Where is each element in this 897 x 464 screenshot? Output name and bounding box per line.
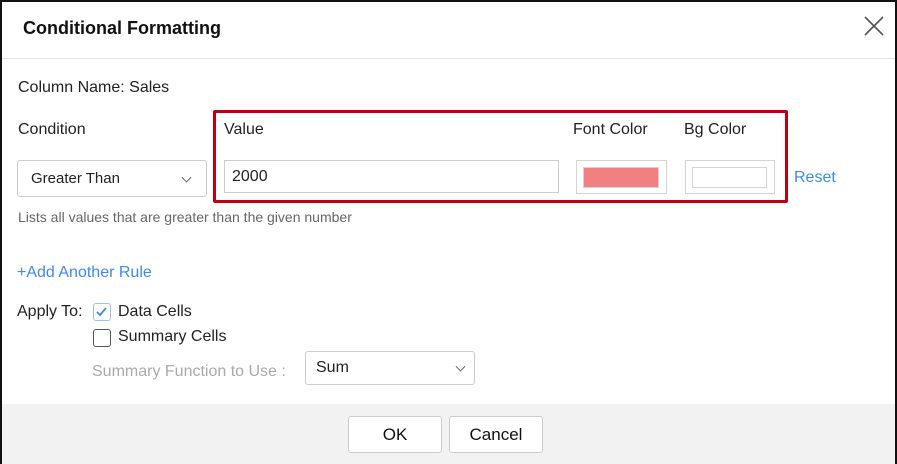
add-another-rule-link[interactable]: +Add Another Rule (17, 264, 152, 281)
column-name: Column Name: Sales (18, 79, 169, 97)
dialog-footer (2, 404, 895, 464)
value-label: Value (224, 121, 264, 138)
summary-function-label: Summary Function to Use : (92, 363, 286, 380)
check-icon (96, 307, 107, 317)
chevron-down-icon (181, 172, 192, 183)
summary-function-value: Sum (316, 359, 349, 376)
summary-function-select[interactable]: Sum (305, 351, 475, 385)
font-color-label: Font Color (573, 121, 648, 138)
header-divider (2, 58, 895, 59)
chevron-down-icon (455, 361, 466, 372)
column-name-value: Sales (129, 79, 170, 96)
condition-select[interactable]: Greater Than (17, 160, 207, 197)
font-color-picker[interactable] (576, 160, 667, 194)
data-cells-label: Data Cells (118, 303, 192, 320)
dialog-title: Conditional Formatting (23, 18, 221, 38)
cancel-button[interactable]: Cancel (449, 416, 543, 453)
data-cells-checkbox[interactable] (93, 303, 111, 321)
ok-button[interactable]: OK (348, 416, 442, 453)
condition-help-text: Lists all values that are greater than t… (18, 209, 352, 225)
reset-link[interactable]: Reset (794, 169, 836, 186)
apply-to-label: Apply To: (17, 303, 83, 320)
bg-color-label: Bg Color (684, 121, 747, 138)
condition-select-value: Greater Than (31, 170, 120, 187)
summary-cells-label: Summary Cells (118, 328, 227, 345)
value-input[interactable]: 2000 (224, 160, 559, 193)
font-color-swatch (583, 167, 659, 188)
column-name-label: Column Name: (18, 79, 125, 96)
condition-label: Condition (18, 121, 86, 138)
value-input-text: 2000 (232, 167, 268, 185)
highlight-box (213, 110, 788, 203)
bg-color-swatch (692, 167, 767, 188)
bg-color-picker[interactable] (685, 160, 775, 194)
summary-cells-checkbox[interactable] (93, 329, 111, 347)
close-icon[interactable] (862, 14, 886, 38)
